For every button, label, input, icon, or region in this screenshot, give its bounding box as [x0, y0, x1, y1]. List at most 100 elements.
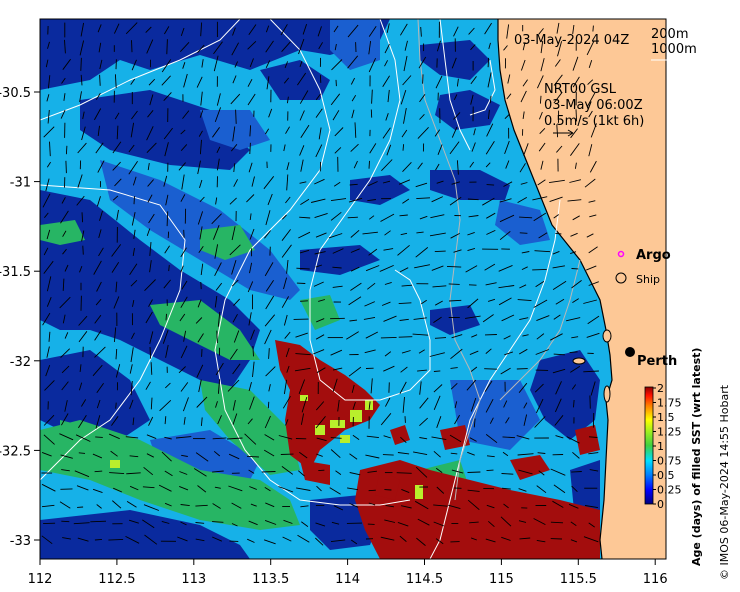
current-vector [179, 485, 189, 491]
current-vector [128, 144, 135, 153]
current-vector [584, 178, 596, 188]
current-vector [553, 74, 563, 86]
current-vector [96, 196, 101, 207]
current-vector [46, 94, 50, 102]
current-vector [398, 302, 412, 305]
current-vector [78, 382, 83, 391]
current-vector [284, 331, 291, 339]
current-vector [82, 245, 84, 255]
current-vector [449, 196, 462, 206]
current-vector [413, 317, 427, 320]
current-vector [588, 281, 599, 286]
current-vector [402, 396, 405, 413]
current-vector [403, 108, 407, 124]
current-vector [80, 57, 82, 71]
current-vector [62, 230, 67, 237]
current-vector [470, 44, 476, 51]
current-vector [298, 470, 305, 477]
current-vector [247, 78, 253, 87]
current-vector [535, 398, 544, 414]
current-vector [368, 160, 370, 169]
current-vector [125, 436, 139, 439]
current-vector [468, 215, 479, 218]
current-vector [111, 416, 119, 426]
current-vector [523, 143, 529, 156]
current-vector [449, 434, 462, 443]
current-vector [519, 232, 528, 234]
current-vector [498, 285, 515, 289]
current-vector [214, 486, 221, 489]
current-vector [485, 162, 491, 168]
current-vector [61, 381, 69, 391]
current-vector [540, 58, 545, 72]
current-vector [80, 74, 83, 86]
current-vector [485, 141, 495, 155]
current-vector [586, 92, 596, 107]
current-vector [229, 348, 238, 360]
current-vector [99, 59, 103, 70]
current-vector [144, 279, 156, 292]
current-vector [534, 416, 546, 428]
current-vector [414, 264, 430, 269]
colorbar-tick-label: 1.5 [657, 411, 675, 424]
current-vector [108, 538, 124, 541]
current-vector [570, 143, 580, 156]
current-vector [130, 279, 138, 287]
current-vector [318, 42, 323, 50]
current-vector [399, 214, 408, 217]
colorbar-tick-label: 1.25 [657, 426, 682, 439]
current-vector [538, 232, 548, 239]
current-vector [437, 144, 443, 155]
current-vector [489, 95, 492, 104]
current-vector [348, 366, 362, 377]
current-vector [318, 127, 322, 140]
current-vector [299, 60, 303, 67]
colorbar-tick-label: 0.25 [657, 484, 682, 497]
current-vector [419, 417, 429, 427]
current-vector [533, 212, 547, 222]
current-vector [522, 79, 528, 87]
current-vector [417, 126, 429, 139]
current-vector [486, 229, 496, 235]
current-vector [196, 364, 204, 378]
current-vector [47, 109, 50, 124]
current-vector [149, 346, 152, 359]
current-vector [252, 361, 255, 378]
current-vector [212, 127, 220, 138]
current-vector [128, 160, 138, 175]
argo-marker-icon [617, 250, 625, 258]
current-vector [350, 282, 362, 291]
current-vector [249, 125, 252, 137]
current-vector [281, 229, 291, 241]
current-vector [115, 348, 118, 360]
current-vector [366, 435, 379, 439]
current-vector [249, 213, 252, 221]
current-vector [549, 179, 565, 184]
current-vector [90, 520, 107, 523]
current-vector [227, 379, 240, 392]
current-vector [419, 113, 425, 120]
current-vector [300, 159, 304, 172]
current-vector [126, 472, 141, 475]
current-vector [570, 128, 578, 139]
current-vector [315, 522, 326, 527]
current-vector [532, 268, 547, 271]
current-vector [94, 538, 103, 541]
current-vector [371, 89, 373, 104]
current-vector [368, 58, 377, 73]
current-vector [297, 72, 307, 86]
current-vector [197, 299, 202, 308]
current-vector [570, 539, 578, 543]
current-vector [265, 210, 271, 226]
current-vector [465, 315, 481, 319]
current-vector [488, 42, 491, 50]
current-vector [78, 414, 87, 429]
current-vector [351, 384, 355, 393]
current-vector [553, 91, 563, 104]
current-vector [467, 247, 476, 252]
current-vector [228, 485, 243, 492]
current-vector [165, 344, 169, 358]
current-vector [180, 194, 186, 202]
current-vector [92, 488, 103, 494]
current-vector [347, 487, 359, 491]
